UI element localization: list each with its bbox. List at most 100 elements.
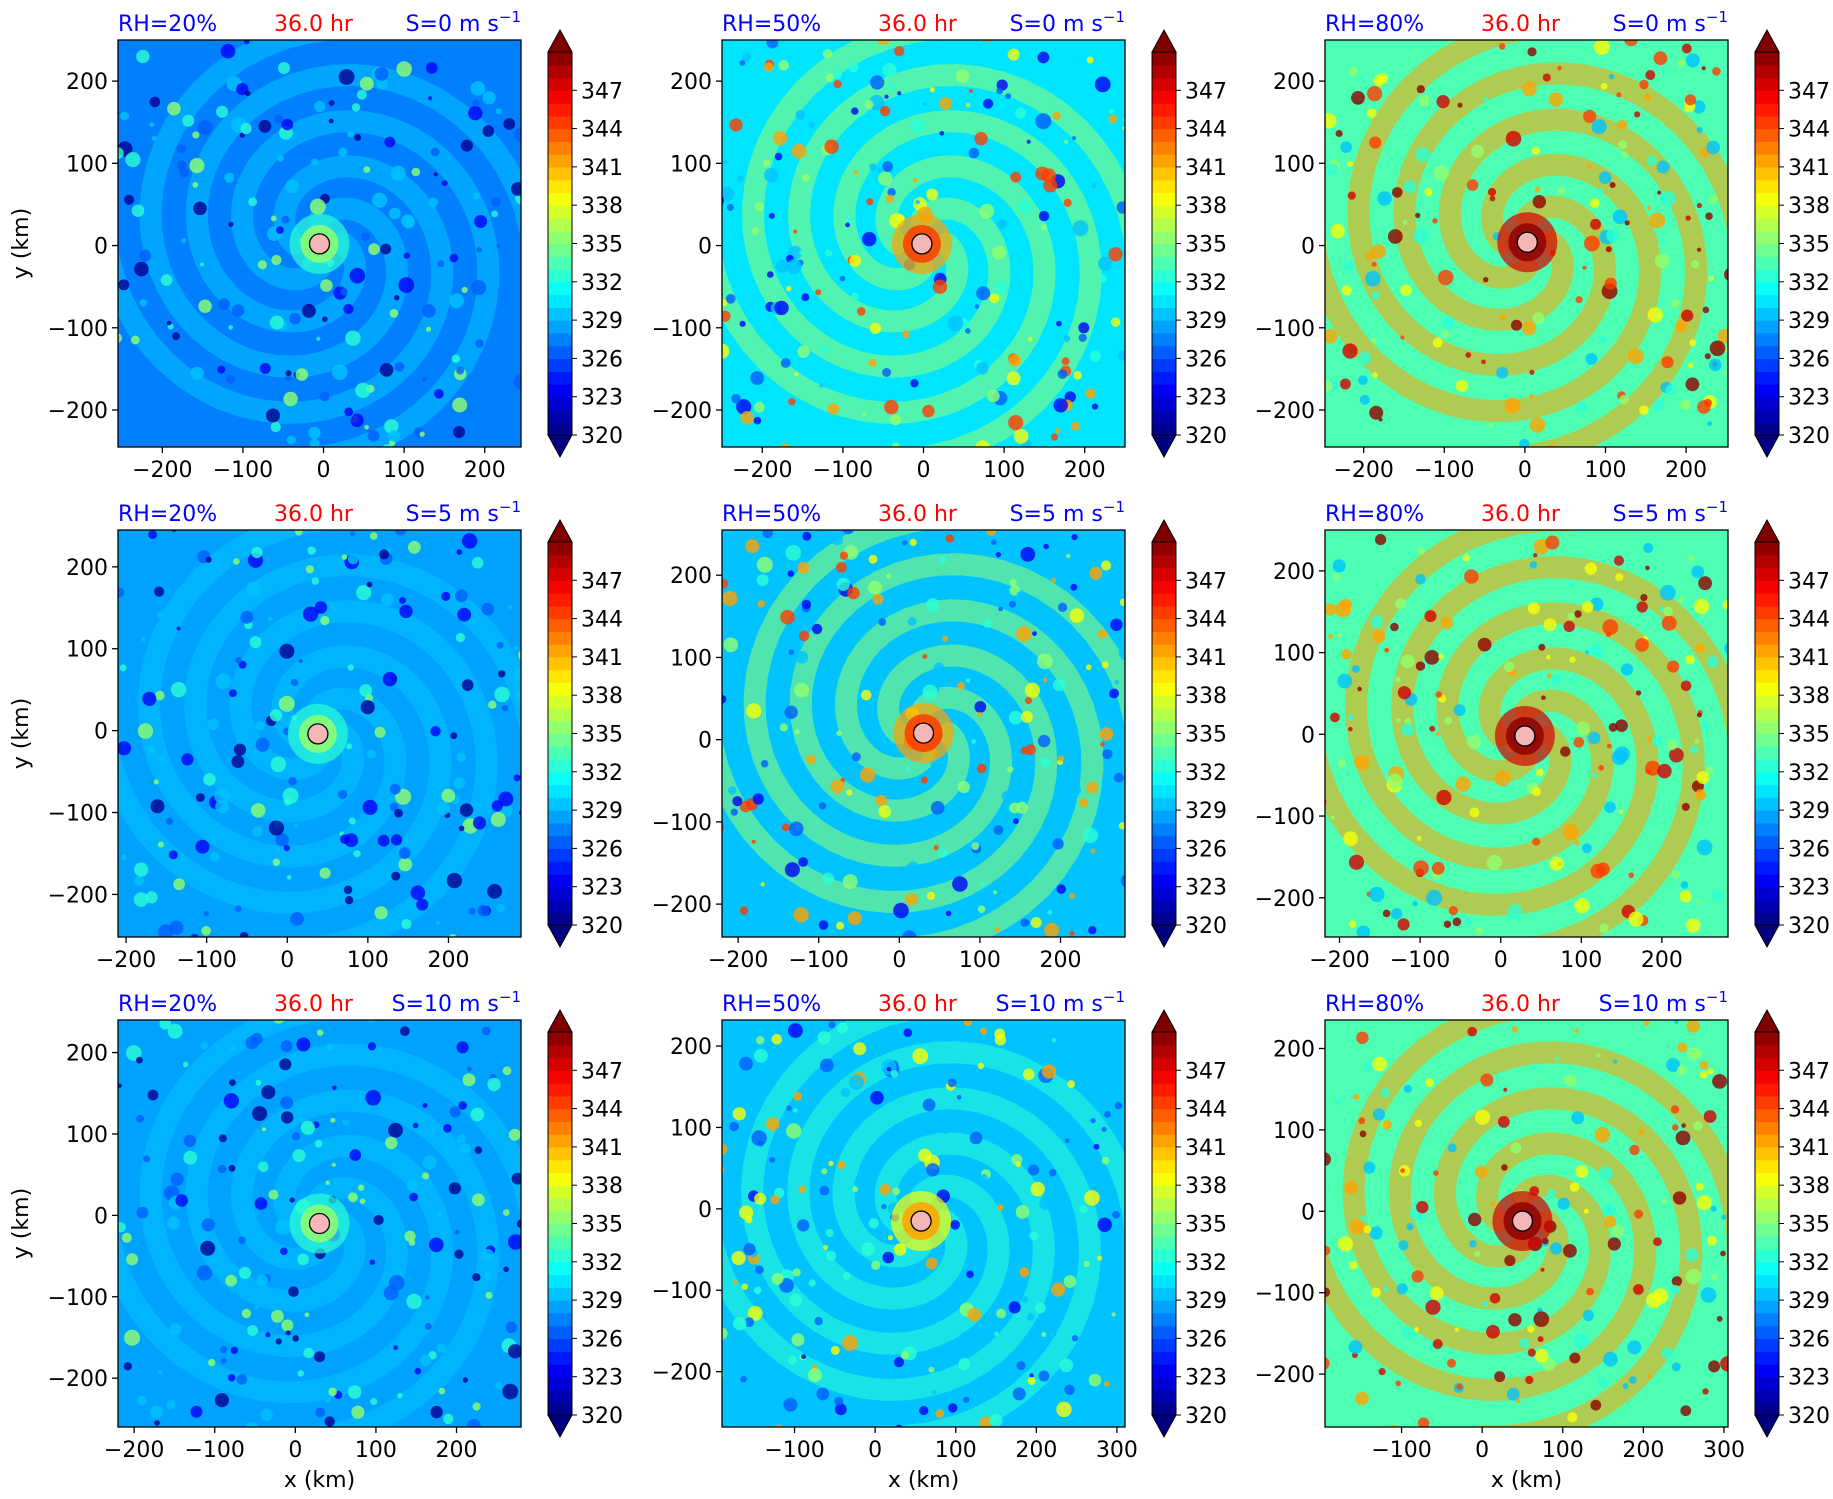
convective-cell (868, 1218, 879, 1229)
colorbar-level (1755, 52, 1779, 66)
convective-cell (834, 1396, 844, 1406)
convective-cell (1041, 1332, 1047, 1337)
convective-cell (474, 215, 488, 228)
convective-cell (1596, 1053, 1601, 1058)
convective-cell (1104, 1336, 1115, 1348)
convective-cell (1063, 335, 1071, 343)
convective-cell (1059, 1358, 1074, 1373)
convective-cell (1299, 1223, 1314, 1238)
colorbar-level (1152, 1249, 1176, 1263)
colorbar-level (548, 166, 572, 181)
convective-cell (385, 1136, 398, 1150)
convective-cell (1699, 1060, 1709, 1070)
colorbar-level (1755, 320, 1779, 334)
convective-cell (1040, 757, 1051, 768)
colorbar-level (1755, 822, 1779, 837)
convective-cell (978, 1433, 989, 1444)
rainband (1325, 153, 1662, 423)
rainband (118, 155, 454, 424)
convective-cell (1550, 673, 1562, 685)
convective-cell (343, 885, 353, 895)
convective-cell (1400, 654, 1415, 669)
convective-cell (81, 213, 89, 221)
convective-cell (994, 1331, 999, 1337)
convective-cell (228, 221, 234, 227)
rainband (229, 600, 498, 937)
convective-cell (1666, 739, 1678, 751)
convective-cell (944, 1158, 952, 1166)
convective-cell (1513, 496, 1519, 502)
convective-cell (1574, 1028, 1579, 1034)
convective-cell (1359, 1130, 1367, 1138)
convective-cell (1071, 1335, 1079, 1342)
colorbar-level (548, 1363, 572, 1378)
convective-cell (795, 651, 809, 664)
convective-cell (170, 681, 187, 698)
colorbar-tick-label: 326 (1788, 1327, 1830, 1352)
convective-cell (836, 638, 849, 651)
convective-cell (1358, 1117, 1366, 1125)
colorbar-level (548, 1134, 572, 1148)
convective-cell (884, 94, 889, 99)
convective-cell (1639, 79, 1649, 90)
convective-cell (1567, 1412, 1578, 1423)
convective-cell (891, 471, 898, 478)
convective-cell (1542, 73, 1551, 82)
colorbar-tick-label: 326 (1788, 347, 1830, 372)
convective-cell (1660, 190, 1676, 207)
convective-cell (849, 255, 862, 267)
convective-cell (118, 1083, 122, 1088)
convective-cell (1090, 848, 1096, 854)
colorbar-extend-min (1151, 1414, 1177, 1439)
convective-cell (1649, 212, 1666, 229)
convective-cell (288, 776, 297, 786)
convective-cell (1529, 369, 1535, 375)
colorbar-level (1152, 103, 1176, 117)
convective-cell (731, 607, 746, 622)
y-tick-label: −100 (48, 802, 108, 827)
convective-cell (732, 796, 743, 807)
y-tick-label: −200 (1255, 1363, 1315, 1388)
convective-cell (1459, 484, 1470, 495)
convective-cell (965, 328, 971, 334)
convective-cell (1653, 51, 1668, 66)
colorbar-level (1152, 1146, 1176, 1161)
convective-cell (1029, 1373, 1034, 1378)
convective-cell (507, 604, 513, 610)
convective-cell (534, 841, 540, 847)
convective-cell (529, 348, 543, 362)
convective-cell (409, 1192, 419, 1202)
colorbar-level (1152, 771, 1176, 786)
shear-label: S=0 m s−1 (1613, 8, 1728, 37)
convective-cell (1415, 147, 1431, 162)
convective-cell (1487, 187, 1497, 197)
convective-cell (969, 1131, 983, 1145)
convective-cell (241, 1308, 252, 1319)
colorbar-tick-label: 335 (1185, 233, 1227, 258)
convective-cell (1534, 186, 1541, 193)
convective-cell (449, 293, 464, 309)
convective-cell (882, 368, 892, 377)
colorbar-level (1152, 618, 1176, 632)
convective-cell (88, 695, 100, 707)
convective-cell (141, 636, 146, 642)
convective-cell (1587, 163, 1593, 170)
convective-cell (820, 344, 829, 354)
colorbar-tick-label: 347 (1185, 1059, 1227, 1084)
shear-label: S=5 m s−1 (1613, 498, 1728, 527)
convective-cell (1067, 1080, 1075, 1088)
colorbar-level (1152, 64, 1176, 79)
convective-cell (1371, 244, 1386, 259)
convective-cell (448, 1182, 461, 1195)
convective-cell (429, 1237, 444, 1253)
convective-cell (910, 118, 926, 134)
convective-cell (131, 204, 145, 217)
convective-cell (354, 134, 362, 141)
convective-cell (340, 288, 348, 296)
convective-cell (81, 725, 88, 732)
convective-cell (745, 539, 760, 553)
convective-cell (1093, 1143, 1100, 1150)
convective-cell (269, 709, 283, 722)
